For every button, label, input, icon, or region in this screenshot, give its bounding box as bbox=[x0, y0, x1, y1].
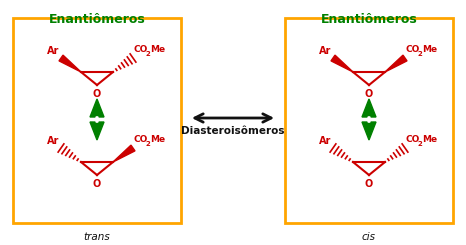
Text: CO: CO bbox=[405, 45, 419, 54]
Polygon shape bbox=[362, 122, 376, 140]
Polygon shape bbox=[59, 55, 81, 72]
Polygon shape bbox=[90, 122, 104, 140]
Text: 2: 2 bbox=[418, 141, 423, 147]
Polygon shape bbox=[385, 55, 407, 72]
Text: Ar: Ar bbox=[47, 46, 59, 56]
Text: Me: Me bbox=[422, 45, 437, 54]
Polygon shape bbox=[90, 99, 104, 117]
Text: Me: Me bbox=[150, 45, 165, 54]
Text: Ar: Ar bbox=[47, 136, 59, 146]
Text: CO: CO bbox=[133, 45, 147, 54]
Text: Enantiômeros: Enantiômeros bbox=[321, 13, 418, 26]
Polygon shape bbox=[362, 99, 376, 117]
Text: O: O bbox=[365, 89, 373, 99]
Text: O: O bbox=[93, 89, 101, 99]
Text: CO: CO bbox=[133, 135, 147, 144]
Text: O: O bbox=[365, 179, 373, 189]
Text: Me: Me bbox=[422, 135, 437, 144]
Text: 2: 2 bbox=[146, 51, 151, 57]
Polygon shape bbox=[331, 55, 353, 72]
Text: Me: Me bbox=[150, 135, 165, 144]
Text: Ar: Ar bbox=[319, 46, 331, 56]
Text: Enantiômeros: Enantiômeros bbox=[48, 13, 145, 26]
Text: trans: trans bbox=[83, 232, 110, 242]
Text: CO: CO bbox=[405, 135, 419, 144]
Text: Ar: Ar bbox=[319, 136, 331, 146]
Text: 2: 2 bbox=[418, 51, 423, 57]
Text: cis: cis bbox=[362, 232, 376, 242]
Text: Diasteroisômeros: Diasteroisômeros bbox=[181, 126, 285, 136]
Text: O: O bbox=[93, 179, 101, 189]
Bar bbox=[285, 18, 453, 223]
Bar bbox=[13, 18, 181, 223]
Text: 2: 2 bbox=[146, 141, 151, 147]
Polygon shape bbox=[113, 145, 135, 162]
